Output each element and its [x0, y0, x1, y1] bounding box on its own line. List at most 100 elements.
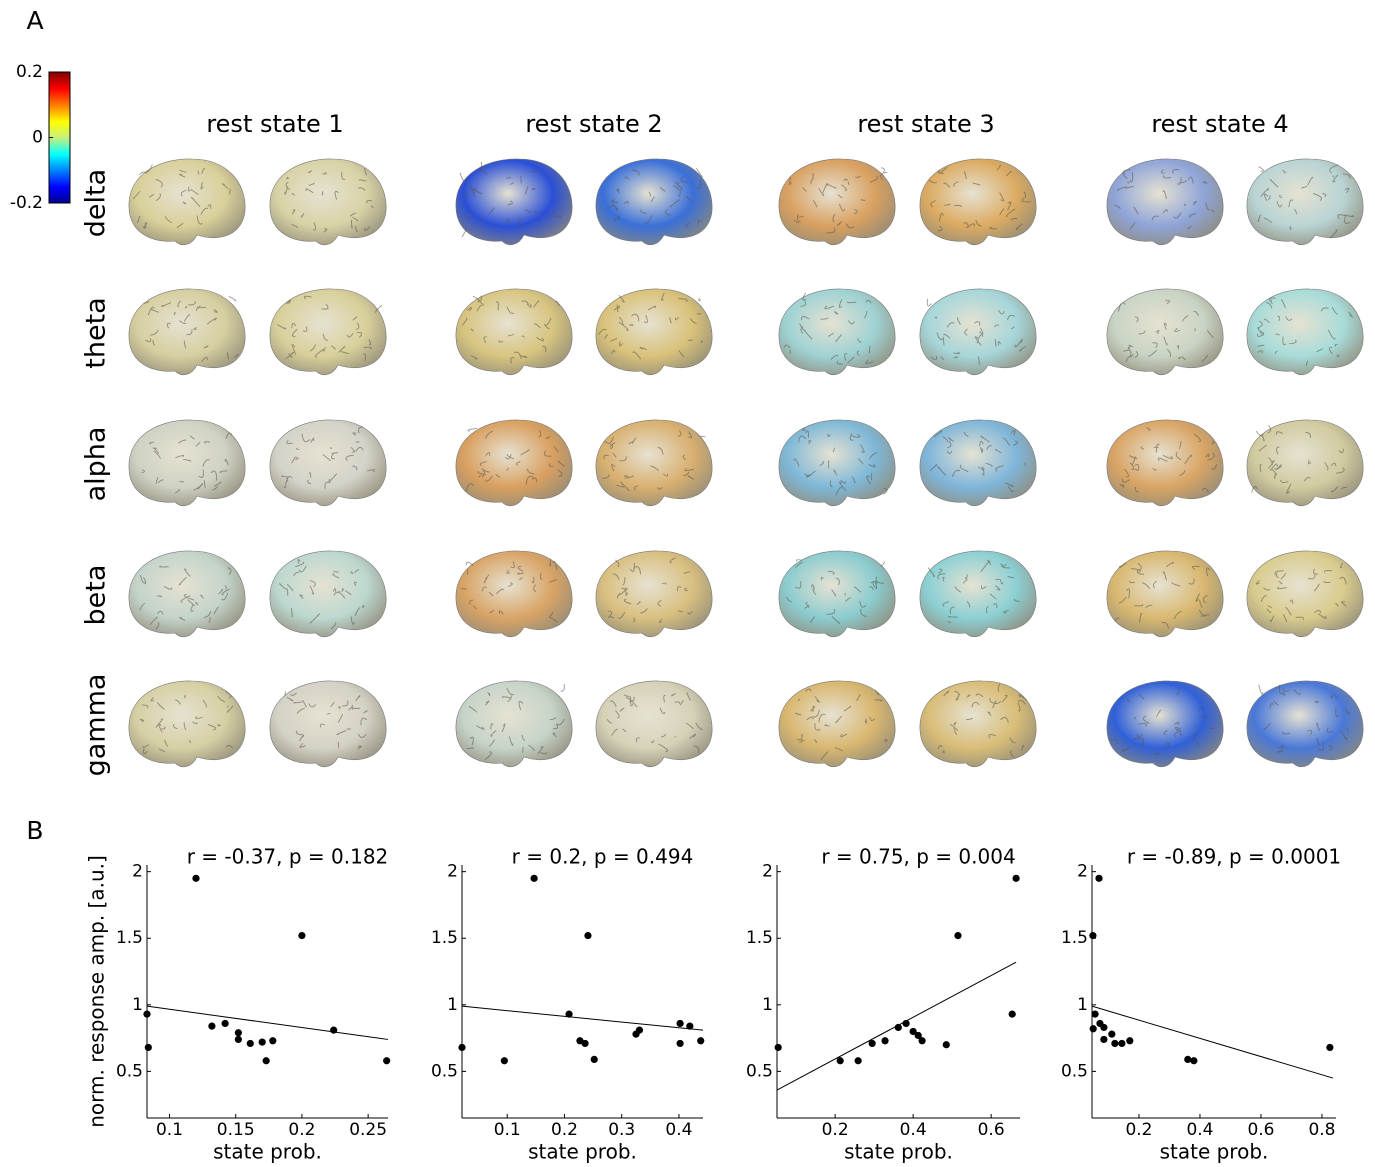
data-point: [881, 1037, 888, 1044]
y-tick-label: 1: [1077, 995, 1088, 1015]
data-point: [1190, 1057, 1197, 1064]
brain: [129, 681, 245, 767]
colorbar-tick-label: -0.2: [10, 193, 43, 213]
brain: [456, 681, 572, 767]
brain: [129, 289, 245, 375]
x-tick-label: 0.3: [608, 1120, 635, 1140]
brain: [596, 289, 712, 375]
brain: [920, 681, 1036, 767]
x-axis-label: state prob.: [213, 1140, 322, 1164]
brain-surface: [779, 159, 895, 245]
brain: [920, 551, 1036, 637]
data-point: [855, 1057, 862, 1064]
brain-surface: [596, 551, 712, 637]
brain: [1247, 159, 1363, 245]
data-point: [636, 1027, 643, 1034]
column-title: rest state 1: [206, 110, 343, 138]
data-point: [943, 1041, 950, 1048]
data-point: [1012, 875, 1019, 882]
brain: [456, 289, 572, 375]
brain-surface: [1247, 159, 1363, 245]
x-axis-label: state prob.: [1160, 1140, 1269, 1164]
x-tick-label: 0.6: [1247, 1120, 1274, 1140]
brain: [920, 159, 1036, 245]
column-title: rest state 2: [525, 110, 662, 138]
column-title: rest state 4: [1151, 110, 1288, 138]
brain: [779, 551, 895, 637]
panel-label: B: [26, 816, 43, 845]
brain: [270, 159, 386, 245]
fit-line: [462, 1006, 703, 1030]
data-point: [565, 1011, 572, 1018]
y-tick-label: 1.5: [116, 928, 143, 948]
x-tick-label: 0.4: [900, 1120, 927, 1140]
y-tick-label: 1: [447, 995, 458, 1015]
y-tick-label: 2: [1077, 862, 1088, 882]
data-point: [269, 1037, 276, 1044]
data-point: [869, 1040, 876, 1047]
brain-surface: [779, 551, 895, 637]
brain-surface: [920, 289, 1036, 375]
brain-surface: [270, 681, 386, 767]
chart-title: r = -0.89, p = 0.0001: [1127, 845, 1341, 869]
data-point: [263, 1057, 270, 1064]
data-point: [222, 1020, 229, 1027]
brain-surface: [1107, 681, 1223, 767]
chart-title: r = 0.75, p = 0.004: [821, 845, 1015, 869]
data-point: [531, 875, 538, 882]
brain: [456, 420, 572, 506]
row-label: alpha: [81, 427, 112, 502]
brain: [779, 681, 895, 767]
brain: [456, 159, 572, 245]
data-point: [235, 1029, 242, 1036]
x-tick-label: 0.25: [349, 1120, 387, 1140]
brain-surface: [920, 551, 1036, 637]
brain-surface: [920, 420, 1036, 506]
colorbar-tick-label: 0.2: [16, 62, 43, 82]
brain: [1107, 159, 1223, 245]
brain: [596, 551, 712, 637]
brain-surface: [1107, 551, 1223, 637]
y-tick-label: 0.5: [746, 1061, 773, 1081]
data-point: [1118, 1040, 1125, 1047]
brain-surface: [456, 159, 572, 245]
y-tick-label: 0.5: [116, 1061, 143, 1081]
data-point: [1095, 875, 1102, 882]
data-point: [145, 1044, 152, 1051]
brain: [920, 289, 1036, 375]
data-point: [1089, 932, 1096, 939]
x-tick-label: 0.4: [665, 1120, 692, 1140]
data-point: [1100, 1036, 1107, 1043]
x-tick-label: 0.2: [1125, 1120, 1152, 1140]
x-tick-label: 0.15: [217, 1120, 255, 1140]
data-point: [903, 1020, 910, 1027]
y-tick-label: 2: [762, 862, 773, 882]
brain-surface: [270, 289, 386, 375]
colorbar-tick-label: 0: [32, 128, 43, 148]
y-tick-label: 1: [132, 995, 143, 1015]
brain-surface: [1107, 289, 1223, 375]
data-point: [1126, 1037, 1133, 1044]
brain: [456, 551, 572, 637]
data-point: [775, 1044, 782, 1051]
brain-surface: [596, 289, 712, 375]
brain: [129, 159, 245, 245]
data-point: [1326, 1044, 1333, 1051]
data-point: [298, 932, 305, 939]
x-tick-label: 0.6: [978, 1120, 1005, 1140]
brain: [779, 289, 895, 375]
row-label: beta: [81, 565, 112, 626]
panel-label: A: [26, 6, 43, 35]
data-point: [591, 1056, 598, 1063]
x-tick-label: 0.2: [822, 1120, 849, 1140]
brain: [1247, 289, 1363, 375]
brain: [1247, 681, 1363, 767]
chart-title: r = -0.37, p = 0.182: [187, 845, 389, 869]
brain: [596, 681, 712, 767]
data-point: [954, 932, 961, 939]
row-label: theta: [81, 297, 112, 368]
x-axis-label: state prob.: [844, 1140, 953, 1164]
brain-surface: [129, 289, 245, 375]
brain: [270, 681, 386, 767]
x-tick-label: 0.1: [494, 1120, 521, 1140]
